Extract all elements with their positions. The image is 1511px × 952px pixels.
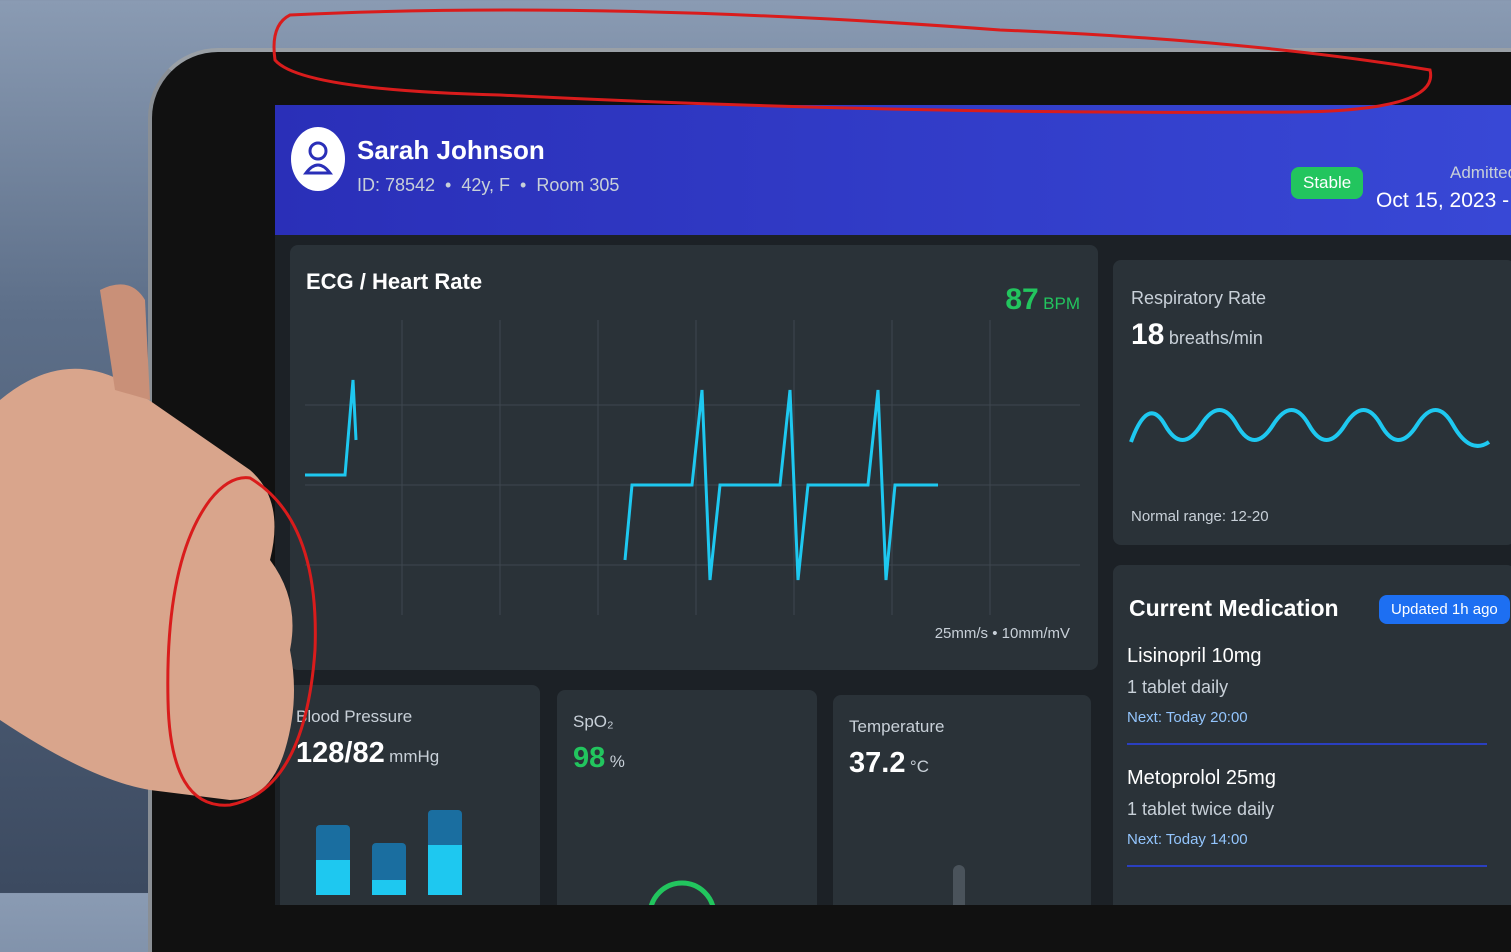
temp-unit: °C	[909, 757, 929, 776]
bp-value: 128/82	[296, 737, 385, 769]
divider	[1127, 743, 1487, 745]
bpm-value: 87	[1005, 283, 1039, 316]
overlay	[0, 8, 1433, 807]
resp-reading: 18 breaths/min	[1131, 318, 1263, 352]
ecg-value: 87 BPM	[1005, 283, 1080, 317]
resp-unit: breaths/min	[1168, 328, 1263, 348]
med-name: Lisinopril 10mg	[1127, 645, 1262, 667]
temp-reading: 37.2 °C	[849, 747, 929, 780]
admitted-label: Admitted	[1450, 163, 1511, 182]
spo2-title: SpO₂	[573, 712, 614, 731]
annotation-circle	[166, 476, 317, 807]
patient-details: ID: 78542 • 42y, F • Room 305	[357, 175, 620, 195]
resp-title: Respiratory Rate	[1131, 288, 1267, 308]
resp-value: 18	[1131, 318, 1165, 351]
bp-unit: mmHg	[389, 747, 440, 766]
updated-badge: Updated 1h ago	[1379, 595, 1510, 624]
bpm-unit: BPM	[1043, 294, 1080, 313]
respiratory-card: Respiratory Rate 18 breaths/min Normal r…	[1113, 260, 1511, 545]
med-next: Next: Today 20:00	[1127, 709, 1248, 726]
avatar	[291, 127, 345, 191]
ecg-title: ECG / Heart Rate	[306, 269, 483, 294]
med-dose: 1 tablet daily	[1127, 677, 1229, 697]
spo2-unit: %	[609, 752, 625, 771]
medication-title: Current Medication	[1129, 595, 1339, 621]
medication-card: Current Medication Updated 1h ago Lisino…	[1113, 565, 1511, 905]
status-badge: Stable	[1291, 167, 1364, 199]
spo2-gauge	[648, 880, 716, 905]
temperature-card: Temperature 37.2 °C	[833, 695, 1091, 905]
bp-title: Blood Pressure	[296, 707, 413, 726]
bp-bars	[316, 810, 462, 895]
bp-reading: 128/82 mmHg	[296, 737, 439, 770]
med-next: Next: Today 14:00	[1127, 831, 1248, 848]
resp-waveform	[1129, 408, 1491, 448]
admitted-date: Oct 15, 2023 - 3d	[1376, 189, 1511, 212]
patient-header: Sarah Johnson ID: 78542 • 42y, F • Room …	[275, 105, 1511, 235]
med-dose: 1 tablet twice daily	[1127, 799, 1275, 819]
screen: Sarah Johnson ID: 78542 • 42y, F • Room …	[275, 105, 1511, 905]
ecg-card: ECG / Heart Rate 87 BPM 25mm/s • 10mm/mV	[290, 245, 1098, 670]
bp-card: Blood Pressure 128/82 mmHg	[280, 685, 540, 905]
resp-range: Normal range: 12-20	[1131, 508, 1269, 525]
spo2-value: 98	[573, 742, 606, 774]
ecg-scale: 25mm/s • 10mm/mV	[934, 625, 1070, 642]
spo2-reading: 98 %	[573, 742, 625, 775]
ecg-waveform	[305, 320, 1080, 615]
med-name: Metoprolol 25mg	[1127, 767, 1276, 789]
hand	[0, 368, 294, 800]
thumb	[100, 284, 150, 400]
annotation-circle	[272, 8, 1433, 114]
temp-value: 37.2	[849, 747, 906, 779]
spo2-card: SpO₂ 98 %	[557, 690, 817, 905]
divider	[1127, 865, 1487, 867]
temp-title: Temperature	[849, 717, 945, 736]
patient-name: Sarah Johnson	[357, 135, 545, 165]
